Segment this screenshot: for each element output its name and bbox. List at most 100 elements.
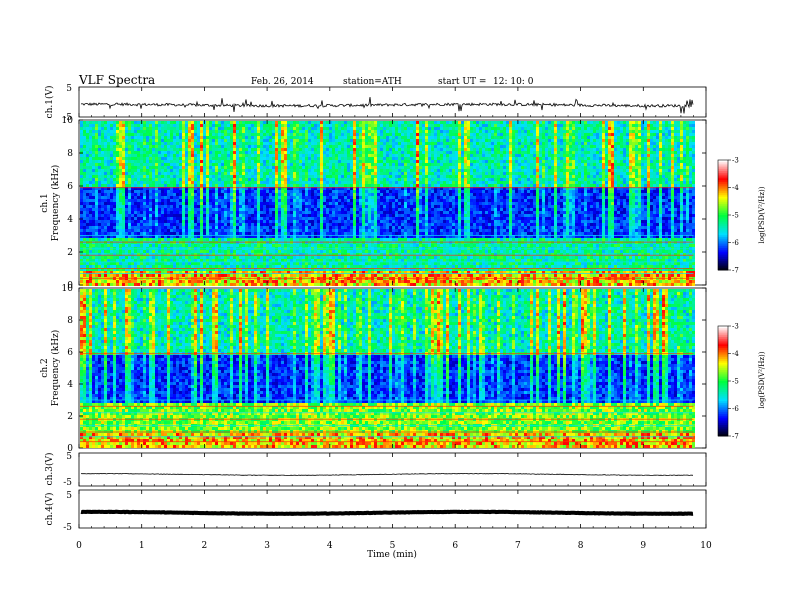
spectrogram-cell bbox=[290, 178, 293, 181]
spectrogram-cell bbox=[161, 136, 164, 139]
spectrogram-cell bbox=[296, 199, 299, 202]
spectrogram-cell bbox=[260, 151, 263, 154]
spectrogram-cell bbox=[212, 181, 215, 184]
spectrogram-cell bbox=[83, 136, 86, 139]
spectrogram-cell bbox=[290, 205, 293, 208]
spectrogram-cell bbox=[122, 157, 125, 160]
spectrogram-cell bbox=[164, 226, 167, 229]
spectrogram-cell bbox=[338, 196, 341, 199]
spectrogram-cell bbox=[131, 148, 134, 151]
spectrogram-cell bbox=[254, 250, 257, 253]
spectrogram-cell bbox=[221, 265, 224, 268]
spectrogram-cell bbox=[185, 250, 188, 253]
spectrogram-cell bbox=[341, 154, 344, 157]
spectrogram-cell bbox=[293, 232, 296, 235]
spectrogram-cell bbox=[329, 229, 332, 232]
spectrogram-cell bbox=[251, 133, 254, 136]
spectrogram-cell bbox=[326, 139, 329, 142]
spectrogram-cell bbox=[338, 154, 341, 157]
spectrogram-cell bbox=[293, 238, 296, 241]
spectrogram-cell bbox=[137, 274, 140, 277]
spectrogram-cell bbox=[128, 244, 131, 247]
spectrogram-cell bbox=[125, 184, 128, 187]
spectrogram-cell bbox=[245, 208, 248, 211]
spectrogram-cell bbox=[95, 124, 98, 127]
spectrogram-cell bbox=[284, 223, 287, 226]
spectrogram-cell bbox=[194, 232, 197, 235]
spectrogram-cell bbox=[344, 280, 347, 283]
spectrogram-cell bbox=[293, 130, 296, 133]
spectrogram-cell bbox=[254, 199, 257, 202]
spectrogram-cell bbox=[152, 136, 155, 139]
spectrogram-cell bbox=[308, 157, 311, 160]
spectrogram-cell bbox=[200, 148, 203, 151]
spectrogram-cell bbox=[125, 283, 128, 286]
spectrogram-cell bbox=[308, 262, 311, 265]
spectrogram-cell bbox=[299, 175, 302, 178]
spectrogram-cell bbox=[299, 250, 302, 253]
spectrogram-cell bbox=[80, 214, 83, 217]
spectrogram-cell bbox=[173, 148, 176, 151]
spectrogram-cell bbox=[191, 208, 194, 211]
spectrogram-cell bbox=[269, 169, 272, 172]
spectrogram-cell bbox=[272, 157, 275, 160]
spectrogram-cell bbox=[89, 238, 92, 241]
spectrogram-cell bbox=[332, 214, 335, 217]
spectrogram-cell bbox=[242, 280, 245, 283]
spectrogram-cell bbox=[200, 133, 203, 136]
spectrogram-cell bbox=[221, 157, 224, 160]
spectrogram-cell bbox=[290, 130, 293, 133]
spectrogram-cell bbox=[272, 211, 275, 214]
spectrogram-cell bbox=[227, 181, 230, 184]
spectrogram-cell bbox=[224, 124, 227, 127]
spectrogram-cell bbox=[335, 127, 338, 130]
spectrogram-cell bbox=[155, 130, 158, 133]
spectrogram-cell bbox=[137, 154, 140, 157]
spectrogram-cell bbox=[116, 154, 119, 157]
spectrogram-cell bbox=[251, 193, 254, 196]
spectrogram-cell bbox=[176, 157, 179, 160]
spectrogram-cell bbox=[323, 262, 326, 265]
spectrogram-cell bbox=[161, 205, 164, 208]
spectrogram-cell bbox=[329, 220, 332, 223]
spectrogram-cell bbox=[188, 121, 191, 124]
spectrogram-cell bbox=[344, 157, 347, 160]
spectrogram-cell bbox=[146, 211, 149, 214]
spectrogram-cell bbox=[293, 208, 296, 211]
spectrogram-cell bbox=[143, 232, 146, 235]
spectrogram-cell bbox=[137, 121, 140, 124]
spectrogram-cell bbox=[116, 265, 119, 268]
spectrogram-cell bbox=[170, 184, 173, 187]
spectrogram-cell bbox=[125, 244, 128, 247]
spectrogram-cell bbox=[317, 274, 320, 277]
spectrogram-cell bbox=[80, 133, 83, 136]
spectrogram-cell bbox=[116, 160, 119, 163]
spectrogram-cell bbox=[113, 265, 116, 268]
spectrogram-cell bbox=[233, 157, 236, 160]
spectrogram-cell bbox=[185, 208, 188, 211]
spectrogram-cell bbox=[158, 229, 161, 232]
spectrogram-cell bbox=[323, 181, 326, 184]
spectrogram-cell bbox=[191, 127, 194, 130]
spectrogram-cell bbox=[299, 199, 302, 202]
spectrogram-cell bbox=[299, 136, 302, 139]
spectrogram-cell bbox=[332, 211, 335, 214]
spectrogram-cell bbox=[137, 232, 140, 235]
spectrogram-cell bbox=[89, 124, 92, 127]
spectrogram-cell bbox=[242, 283, 245, 286]
spectrogram-cell bbox=[281, 214, 284, 217]
spectrogram-cell bbox=[158, 238, 161, 241]
spectrogram-cell bbox=[344, 169, 347, 172]
spectrogram-cell bbox=[200, 256, 203, 259]
spectrogram-cell bbox=[230, 190, 233, 193]
spectrogram-cell bbox=[320, 157, 323, 160]
spectrogram-cell bbox=[128, 229, 131, 232]
spectrogram-cell bbox=[116, 217, 119, 220]
spectrogram-cell bbox=[344, 148, 347, 151]
spectrogram-cell bbox=[116, 226, 119, 229]
spectrogram-cell bbox=[146, 274, 149, 277]
spectrogram-cell bbox=[125, 172, 128, 175]
spectrogram-cell bbox=[230, 262, 233, 265]
spectrogram-cell bbox=[149, 163, 152, 166]
spectrogram-cell bbox=[185, 157, 188, 160]
